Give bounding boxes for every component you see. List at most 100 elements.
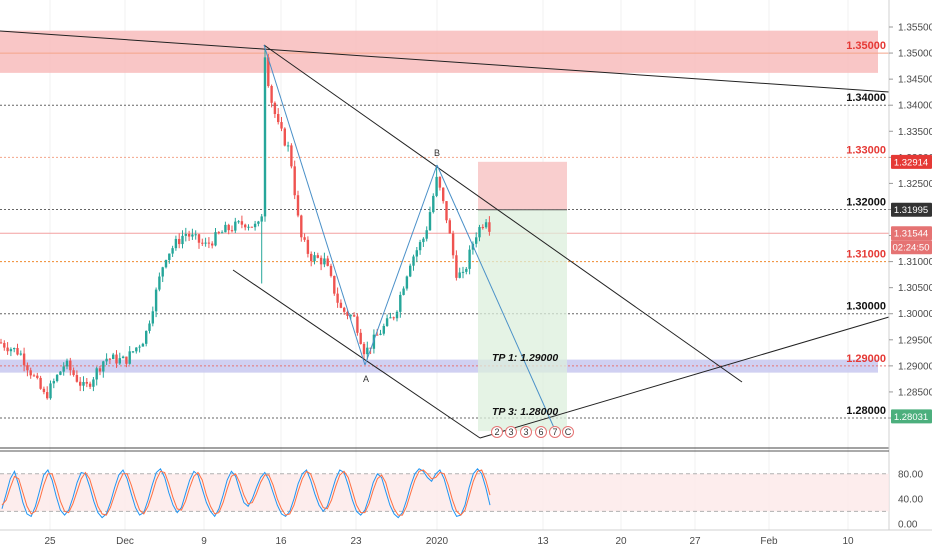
- candle: [131, 351, 135, 354]
- grid-lines: [49, 0, 849, 530]
- candle-body: [46, 392, 49, 399]
- candle-body: [405, 276, 409, 289]
- candle-body: [22, 353, 26, 366]
- candle-body: [217, 232, 220, 234]
- candle-body: [148, 323, 151, 331]
- price-tick-label: 1.33500: [898, 127, 932, 138]
- candle-body: [283, 128, 286, 146]
- candle: [280, 117, 283, 132]
- candle: [168, 253, 171, 264]
- candle: [316, 252, 319, 259]
- candle-body: [250, 226, 253, 228]
- candle-body: [366, 347, 369, 355]
- candle-body: [442, 187, 445, 202]
- time-tick-label: 16: [275, 536, 287, 547]
- candlestick-series: [0, 46, 491, 400]
- candle-body: [458, 272, 461, 278]
- level-label: 1.29000: [846, 353, 886, 365]
- time-tick-label: 20: [615, 536, 627, 547]
- candle: [425, 226, 428, 242]
- candle: [32, 373, 36, 377]
- stochastic-d-line: [1, 469, 491, 516]
- candle-body: [270, 85, 273, 103]
- candle-body: [145, 330, 148, 344]
- long-term-downtrend-line: [0, 30, 890, 93]
- candle: [260, 213, 263, 284]
- candle: [29, 367, 32, 379]
- candle: [412, 254, 415, 271]
- price-tick-label: 1.35500: [898, 23, 932, 34]
- candle-body: [85, 381, 88, 384]
- candle-body: [280, 122, 283, 129]
- candle-body: [465, 268, 468, 272]
- candle-body: [95, 368, 98, 380]
- candle: [75, 370, 79, 383]
- candle-body: [468, 249, 471, 269]
- candle: [55, 374, 59, 383]
- candle-body: [214, 232, 217, 246]
- candle: [128, 346, 131, 365]
- candle-body: [227, 224, 230, 231]
- candle: [359, 328, 362, 345]
- candle: [352, 312, 356, 318]
- candle-body: [168, 253, 171, 260]
- level-label: 1.30000: [846, 301, 886, 313]
- rising-support-line: [479, 316, 890, 439]
- time-axis[interactable]: 25 Dec 9 16 23 2020 13 20 27 Feb 10: [44, 536, 854, 547]
- stochastic-axis[interactable]: 80.00 40.00 0.00: [898, 469, 923, 530]
- candle: [346, 310, 349, 320]
- candle-body: [389, 317, 392, 319]
- candle: [49, 380, 52, 400]
- candle: [26, 362, 29, 377]
- candle-body: [385, 318, 389, 326]
- candle-body: [128, 351, 131, 364]
- candle: [191, 228, 194, 240]
- price-badge: 1.31544: [891, 226, 932, 241]
- price-zones: [0, 30, 878, 373]
- candle: [141, 342, 145, 347]
- stochastic-tick-label: 40.00: [898, 494, 923, 505]
- trend-lines: [0, 30, 890, 449]
- candle: [277, 108, 280, 125]
- candle-body: [211, 243, 214, 246]
- candle-body: [336, 293, 339, 303]
- tp1-annotation: TP 1: 1.29000: [492, 352, 558, 364]
- candle-body: [65, 360, 69, 367]
- candle: [418, 239, 422, 255]
- candle: [22, 347, 26, 372]
- wave-label: 2: [494, 427, 499, 437]
- stochastic-pane: [0, 467, 889, 519]
- candle: [108, 357, 112, 365]
- candle-body: [475, 237, 478, 244]
- candle: [475, 232, 478, 248]
- candle-body: [319, 257, 323, 265]
- candle: [148, 320, 151, 334]
- candle: [138, 344, 141, 353]
- resistance-zone: [0, 30, 878, 73]
- candle-body: [402, 288, 405, 295]
- candle-body: [234, 221, 237, 231]
- candle-body: [323, 258, 326, 265]
- candle: [389, 312, 392, 319]
- price-badge-label: 02:24:50: [893, 243, 930, 254]
- candle: [19, 350, 22, 356]
- candle-body: [296, 195, 300, 216]
- candle: [333, 275, 336, 296]
- price-tick-label: 1.32500: [898, 179, 932, 190]
- candle: [36, 372, 39, 380]
- candle: [326, 255, 329, 267]
- candle: [484, 218, 488, 229]
- candle-body: [197, 234, 201, 243]
- candle-body: [306, 239, 310, 254]
- candle-body: [82, 381, 85, 386]
- candle-body: [263, 57, 267, 217]
- candle: [214, 228, 217, 247]
- candle-body: [300, 215, 303, 238]
- candle: [343, 306, 346, 315]
- point-a-label: A: [363, 374, 369, 384]
- channel-upper-line: [263, 44, 743, 383]
- candle-body: [267, 57, 270, 86]
